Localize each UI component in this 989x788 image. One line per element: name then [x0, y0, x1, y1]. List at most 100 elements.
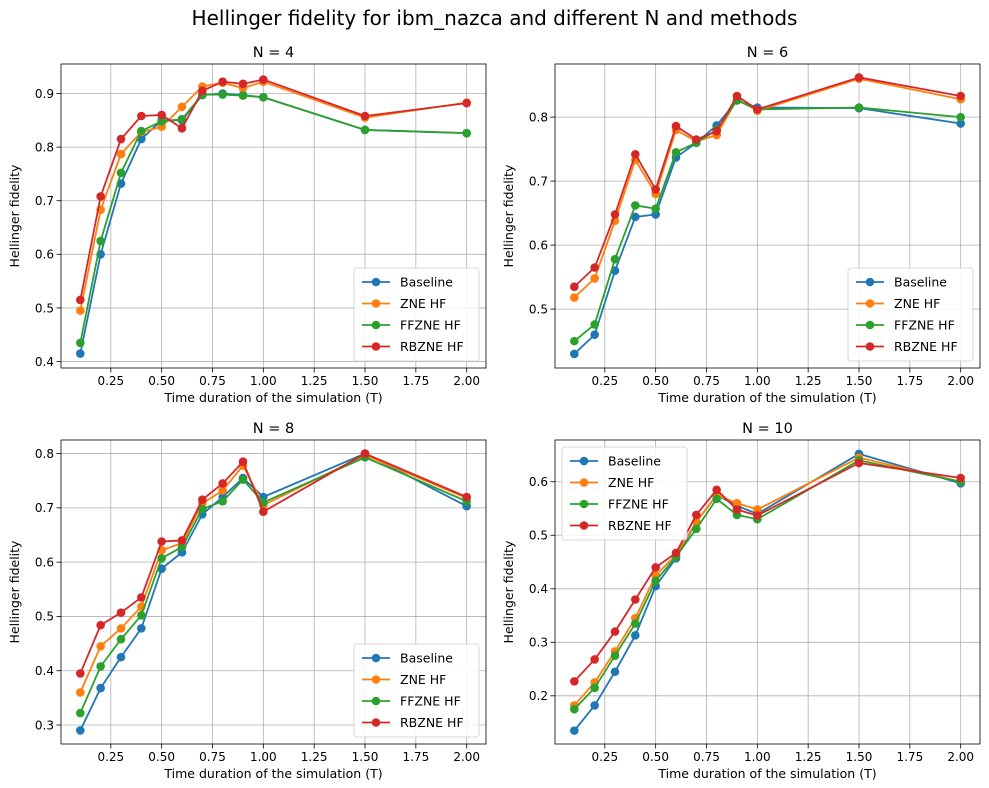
- x-axis-label: Time duration of the simulation (T): [163, 390, 382, 405]
- data-point: [956, 112, 965, 122]
- x-tick-label: 1.00: [250, 750, 277, 764]
- y-tick-label: 0.2: [529, 689, 548, 703]
- plot-area: [570, 73, 965, 359]
- data-point: [218, 90, 227, 99]
- data-point: [177, 114, 187, 124]
- y-tick-label: 0.6: [35, 248, 54, 262]
- legend-entry: ZNE HF: [400, 672, 446, 687]
- legend-swatch-marker: [371, 320, 381, 330]
- data-point: [590, 701, 599, 710]
- x-tick-label: 1.75: [896, 374, 923, 388]
- y-tick-label: 0.7: [529, 174, 548, 188]
- x-tick-label: 2.00: [947, 374, 974, 388]
- series-line: [79, 454, 468, 693]
- x-tick-label: 1.25: [795, 750, 822, 764]
- data-point: [76, 349, 85, 358]
- data-point: [462, 492, 471, 502]
- legend-entry: RBZNE HF: [400, 339, 464, 354]
- data-point: [76, 726, 85, 735]
- y-tick-label: 0.9: [35, 87, 54, 101]
- legend: Baseline ZNE HF FFZNE HF RBZNE HF: [353, 643, 480, 738]
- data-point: [692, 510, 701, 520]
- data-point: [590, 655, 599, 664]
- x-tick-label: 1.75: [402, 374, 429, 388]
- legend-swatch-marker: [865, 277, 875, 287]
- legend-swatch-marker: [371, 653, 381, 663]
- data-point: [671, 148, 681, 157]
- data-point: [96, 662, 105, 671]
- legend-swatch-marker: [371, 342, 381, 351]
- legend-entry: Baseline: [894, 275, 947, 290]
- y-axis-label: Hellinger fidelity: [7, 540, 22, 644]
- data-point: [238, 475, 248, 484]
- data-point: [753, 505, 762, 514]
- data-point: [76, 306, 85, 315]
- x-tick-label: 0.75: [199, 750, 226, 764]
- data-point: [692, 135, 701, 144]
- data-point: [854, 103, 864, 112]
- data-point: [177, 102, 187, 112]
- x-tick-label: 1.00: [744, 750, 771, 764]
- data-point: [96, 620, 105, 630]
- legend-swatch-marker: [865, 342, 875, 351]
- x-tick-label: 0.75: [693, 374, 720, 388]
- data-point: [732, 505, 742, 514]
- data-point: [96, 641, 105, 651]
- plot-area: [76, 449, 471, 735]
- x-tick-label: 1.00: [744, 374, 771, 388]
- data-point: [712, 494, 721, 504]
- data-point: [259, 75, 268, 84]
- data-point: [177, 124, 187, 133]
- data-point: [631, 149, 640, 159]
- y-tick-label: 0.8: [529, 110, 548, 124]
- data-point: [116, 624, 126, 633]
- data-point: [157, 554, 166, 563]
- data-point: [76, 295, 85, 305]
- data-point: [570, 293, 579, 302]
- legend: Baseline ZNE HF FFZNE HF RBZNE HF: [847, 267, 974, 362]
- legend-entry: FFZNE HF: [400, 694, 461, 709]
- legend-swatch-marker: [371, 299, 381, 308]
- data-point: [651, 185, 660, 194]
- data-point: [360, 111, 370, 121]
- legend-swatch-marker: [579, 478, 589, 487]
- x-tick-label: 1.25: [795, 374, 822, 388]
- data-point: [610, 667, 620, 677]
- data-point: [570, 704, 579, 714]
- data-point: [96, 683, 105, 693]
- data-point: [218, 486, 227, 495]
- data-point: [198, 86, 207, 96]
- y-tick-label: 0.6: [529, 238, 548, 252]
- legend-entry: RBZNE HF: [400, 715, 464, 730]
- x-tick-label: 0.25: [97, 750, 124, 764]
- data-point: [590, 683, 599, 693]
- data-point: [137, 611, 146, 620]
- x-tick-label: 1.25: [301, 750, 328, 764]
- data-point: [610, 210, 620, 219]
- series-line: [79, 456, 468, 714]
- data-point: [671, 548, 681, 558]
- data-point: [651, 204, 660, 213]
- data-point: [116, 149, 126, 159]
- data-point: [712, 126, 721, 136]
- x-axis-label: Time duration of the simulation (T): [657, 766, 876, 781]
- legend-entry: FFZNE HF: [400, 318, 461, 333]
- series-line: [79, 78, 467, 301]
- data-point: [218, 479, 227, 488]
- y-tick-label: 0.5: [529, 302, 548, 316]
- data-point: [610, 254, 620, 264]
- x-tick-label: 2.00: [947, 750, 974, 764]
- data-point: [238, 91, 248, 100]
- y-axis-label: Hellinger fidelity: [501, 540, 516, 644]
- data-point: [854, 458, 864, 468]
- data-point: [238, 457, 248, 467]
- data-point: [198, 495, 207, 505]
- x-tick-label: 1.75: [896, 750, 923, 764]
- data-point: [590, 274, 599, 283]
- legend-swatch-marker: [579, 499, 589, 509]
- legend-entry: Baseline: [400, 651, 453, 666]
- data-point: [137, 624, 146, 633]
- x-tick-label: 0.50: [642, 374, 669, 388]
- y-tick-label: 0.6: [529, 475, 548, 489]
